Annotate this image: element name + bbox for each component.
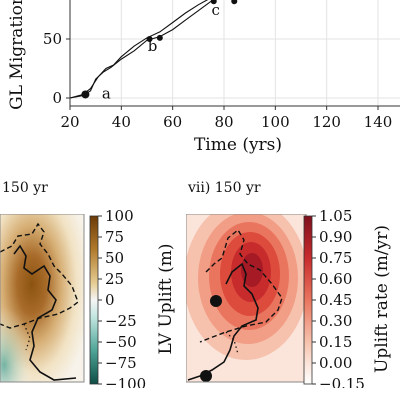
dotted-outline [23, 323, 31, 351]
colorbar-tick-label: 0.90 [319, 228, 352, 246]
rate-dashed-outline [199, 228, 283, 343]
colorbar-tick-label: −25 [105, 312, 137, 330]
rate-colorbar-gradient [303, 215, 313, 385]
colorbar-tick-label: 0.30 [319, 312, 352, 330]
solid-outline [13, 244, 77, 381]
site-marker [210, 295, 222, 307]
colorbar-tick-label: 100 [105, 208, 134, 225]
event-marker [210, 0, 217, 5]
x-tick-label: 140 [364, 113, 393, 131]
rate-colorbar-ticks: 1.05 0.90 0.75 0.60 0.45 0.30 0.15 0.00 −0.15 [312, 208, 365, 388]
event-marker [231, 0, 238, 5]
x-tick-label: 20 [60, 113, 79, 131]
lv-colorbar-ticks: 100 75 50 25 0 −25 −50 −75 −100 [98, 208, 146, 388]
colorbar-tick-label: −100 [105, 375, 146, 388]
colorbar-tick-label: 0.45 [319, 291, 352, 309]
colorbar-tick-label: 25 [105, 270, 124, 288]
lv-colorbar: 100 75 50 25 0 −25 −50 −75 −100 [89, 208, 146, 388]
series-line-1 [69, 0, 215, 99]
x-tick-label: 120 [312, 113, 341, 131]
series-layer [69, 0, 215, 99]
event-marker [156, 34, 163, 41]
colorbar-tick-label: −75 [105, 354, 137, 372]
lv-uplift-map [0, 214, 85, 383]
colorbar-tick-label: 1.05 [319, 208, 352, 225]
site-marker [200, 370, 212, 382]
colorbar-tick-label: 0.75 [319, 249, 352, 267]
x-tick-label: 80 [214, 113, 233, 131]
rate-solid-outline [187, 262, 259, 381]
y-tick-label: 0 [52, 89, 62, 107]
lv-colorbar-label: LV Uplift (m) [156, 243, 176, 355]
colorbar-tick-label: 0.15 [319, 333, 352, 351]
event-label: b [148, 37, 158, 55]
x-tick-label: 100 [261, 113, 290, 131]
axis-ticks: 20 40 60 80 100 120 140 0 50 [43, 30, 392, 131]
uplift-rate-map [186, 214, 308, 383]
event-label: c [212, 1, 220, 19]
y-tick-label: 50 [43, 30, 62, 48]
event-marker [81, 90, 90, 99]
event-label: a [102, 84, 111, 102]
rate-colorbar-label: Uplift rate (m/yr) [372, 224, 392, 374]
colorbar-tick-label: 75 [105, 228, 124, 246]
x-tick-label: 40 [112, 113, 131, 131]
x-tick-label: 60 [163, 113, 182, 131]
colorbar-tick-label: 0 [105, 291, 115, 309]
colorbar-tick-label: −0.15 [319, 375, 365, 388]
series-line-2 [69, 0, 209, 99]
colorbar-tick-label: 0.00 [319, 354, 352, 372]
colorbar-tick-label: −50 [105, 333, 137, 351]
left-panel-label: 150 yr [2, 180, 48, 196]
marker-layer: abcd [81, 0, 238, 102]
colorbar-tick-label: 0.60 [319, 270, 352, 288]
event-marker [146, 36, 153, 42]
lv-colorbar-gradient [89, 215, 99, 385]
colorbar-tick-label: 50 [105, 249, 124, 267]
map-frame [0, 214, 85, 383]
x-axis-label: Time (yrs) [194, 135, 282, 155]
chart-grid [69, 0, 400, 106]
rate-colorbar: 1.05 0.90 0.75 0.60 0.45 0.30 0.15 0.00 −0.15 [303, 208, 365, 388]
y-axis-label: GL Migration [7, 0, 27, 110]
rate-contours [186, 214, 308, 360]
right-panel-label: vii) 150 yr [188, 180, 261, 196]
